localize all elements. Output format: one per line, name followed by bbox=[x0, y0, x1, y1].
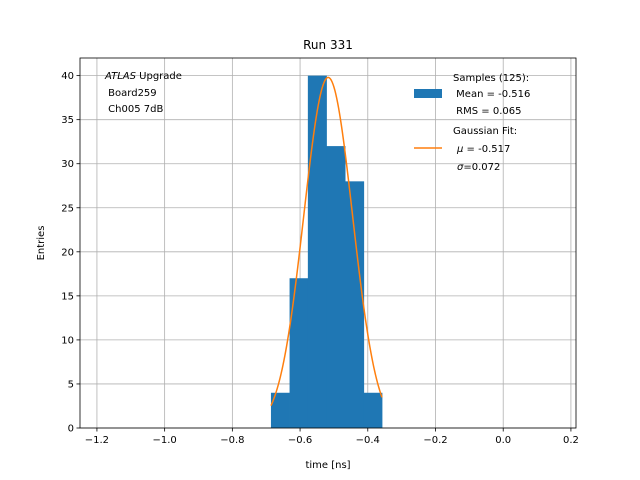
histogram-bar-2 bbox=[307, 75, 327, 428]
y-tick-label-6: 30 bbox=[61, 159, 74, 170]
y-axis-label: Entries bbox=[36, 226, 47, 261]
x-tick-label-2: −0.8 bbox=[220, 435, 244, 446]
legend-fit-title: Gaussian Fit: bbox=[453, 126, 517, 137]
x-tick-label-4: −0.4 bbox=[356, 435, 380, 446]
histogram-bar-1 bbox=[289, 278, 309, 428]
histogram-bar-4 bbox=[345, 181, 365, 428]
x-tick-label-3: −0.6 bbox=[288, 435, 312, 446]
legend-fit-sigma: σ=0.072 bbox=[457, 162, 500, 173]
annotation-channel: Ch005 7dB bbox=[105, 104, 163, 115]
legend: Samples (125): Mean = -0.516 RMS = 0.065… bbox=[414, 73, 530, 173]
y-tick-label-1: 5 bbox=[68, 379, 74, 390]
y-tick-label-7: 35 bbox=[61, 115, 74, 126]
gaussian-fit-curve bbox=[270, 76, 383, 406]
y-tick-label-4: 20 bbox=[61, 247, 74, 258]
plot-frame bbox=[79, 57, 577, 429]
legend-fit-mu: μ = -0.517 bbox=[456, 144, 510, 155]
legend-samples-mean: Mean = -0.516 bbox=[453, 89, 530, 100]
histogram-bar-0 bbox=[270, 392, 290, 428]
x-tick-label-5: −0.2 bbox=[423, 435, 447, 446]
legend-mu-symbol: μ bbox=[456, 144, 463, 155]
y-tick-label-2: 10 bbox=[61, 335, 74, 346]
svg-text:ATLAS Upgrade: ATLAS Upgrade bbox=[104, 71, 182, 82]
x-axis-ticks: −1.2 −1.0 −0.8 −0.6 −0.4 −0.2 0.0 0.2 bbox=[85, 428, 579, 446]
atlas-annotation: ATLAS Upgrade Board259 Ch005 7dB bbox=[104, 71, 182, 115]
x-axis-label: time [ns] bbox=[305, 460, 350, 471]
y-tick-label-5: 25 bbox=[61, 203, 74, 214]
y-axis-ticks: 0 5 10 15 20 25 30 35 40 bbox=[61, 71, 80, 435]
legend-sigma-symbol: σ bbox=[457, 162, 464, 173]
y-tick-label-0: 0 bbox=[68, 424, 74, 435]
histogram-bars bbox=[270, 75, 383, 428]
x-tick-label-7: 0.2 bbox=[563, 435, 579, 446]
legend-samples-rms: RMS = 0.065 bbox=[453, 106, 521, 117]
legend-mu-value: = -0.517 bbox=[463, 144, 510, 155]
y-tick-label-3: 15 bbox=[61, 291, 74, 302]
annotation-atlas: ATLAS bbox=[104, 71, 137, 82]
histogram-bar-3 bbox=[326, 146, 346, 428]
x-tick-label-6: 0.0 bbox=[495, 435, 511, 446]
legend-samples-title: Samples (125): bbox=[453, 73, 529, 84]
annotation-upgrade: Upgrade bbox=[136, 71, 182, 82]
legend-samples-swatch bbox=[414, 89, 442, 98]
x-tick-label-0: −1.2 bbox=[85, 435, 109, 446]
annotation-board: Board259 bbox=[105, 88, 157, 99]
x-tick-label-1: −1.0 bbox=[152, 435, 176, 446]
chart-title: Run 331 bbox=[303, 38, 353, 52]
legend-sigma-value: =0.072 bbox=[463, 162, 500, 173]
y-tick-label-8: 40 bbox=[61, 71, 74, 82]
histogram-bar-5 bbox=[363, 392, 383, 428]
